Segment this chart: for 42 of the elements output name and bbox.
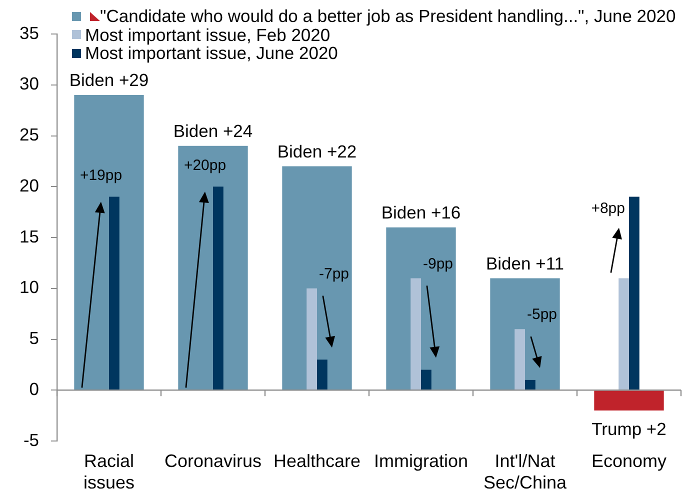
data-label: Biden +16 — [381, 202, 461, 222]
bar — [282, 166, 352, 390]
bar — [525, 380, 536, 390]
y-tick-label: 0 — [29, 378, 40, 399]
annotation: -5pp — [527, 306, 558, 324]
annotation: Trump +2 — [592, 419, 666, 440]
x-tick-label: Economy — [591, 450, 667, 471]
data-label: Biden +29 — [69, 70, 149, 90]
bar — [213, 186, 224, 390]
legend-label: Most important issue, Feb 2020 — [85, 24, 330, 44]
bar — [421, 370, 432, 390]
x-tick-label: Coronavirus — [164, 450, 262, 471]
y-tick-label: 15 — [20, 226, 39, 246]
bar — [410, 278, 421, 390]
y-tick-label: -5 — [23, 430, 39, 450]
x-tick-label: Healthcare — [273, 450, 361, 471]
y-tick-label: 35 — [20, 22, 39, 43]
y-tick-label: 5 — [29, 328, 39, 348]
y-tick-label: 10 — [20, 277, 40, 298]
annotation: +8pp — [591, 200, 625, 217]
bar — [306, 288, 317, 390]
bar — [594, 390, 664, 410]
bar — [317, 360, 328, 390]
bar — [629, 196, 640, 390]
data-label: Biden +24 — [173, 121, 253, 142]
annotation: +19pp — [80, 166, 122, 184]
x-tick-label: Int'l/Nat Sec/China — [483, 450, 568, 492]
legend-label: "Candidate who would do a better job as President handling...", June 2020 — [100, 6, 676, 26]
data-label: Biden +22 — [277, 141, 357, 162]
data-label: Biden +11 — [486, 253, 564, 274]
y-tick-label: 25 — [20, 124, 39, 145]
annotation: -9pp — [423, 255, 454, 272]
bar — [109, 196, 120, 390]
legend-label: Most important issue, June 2020 — [85, 43, 338, 63]
bar — [618, 278, 629, 390]
y-tick-label: 20 — [20, 175, 40, 196]
annotation: -7pp — [319, 266, 350, 283]
annotation: +20pp — [184, 156, 226, 174]
y-tick-label: 30 — [20, 74, 40, 94]
bar — [514, 329, 525, 390]
x-tick-label: Racial issues — [83, 450, 135, 492]
x-tick-label: Immigration — [374, 450, 468, 471]
